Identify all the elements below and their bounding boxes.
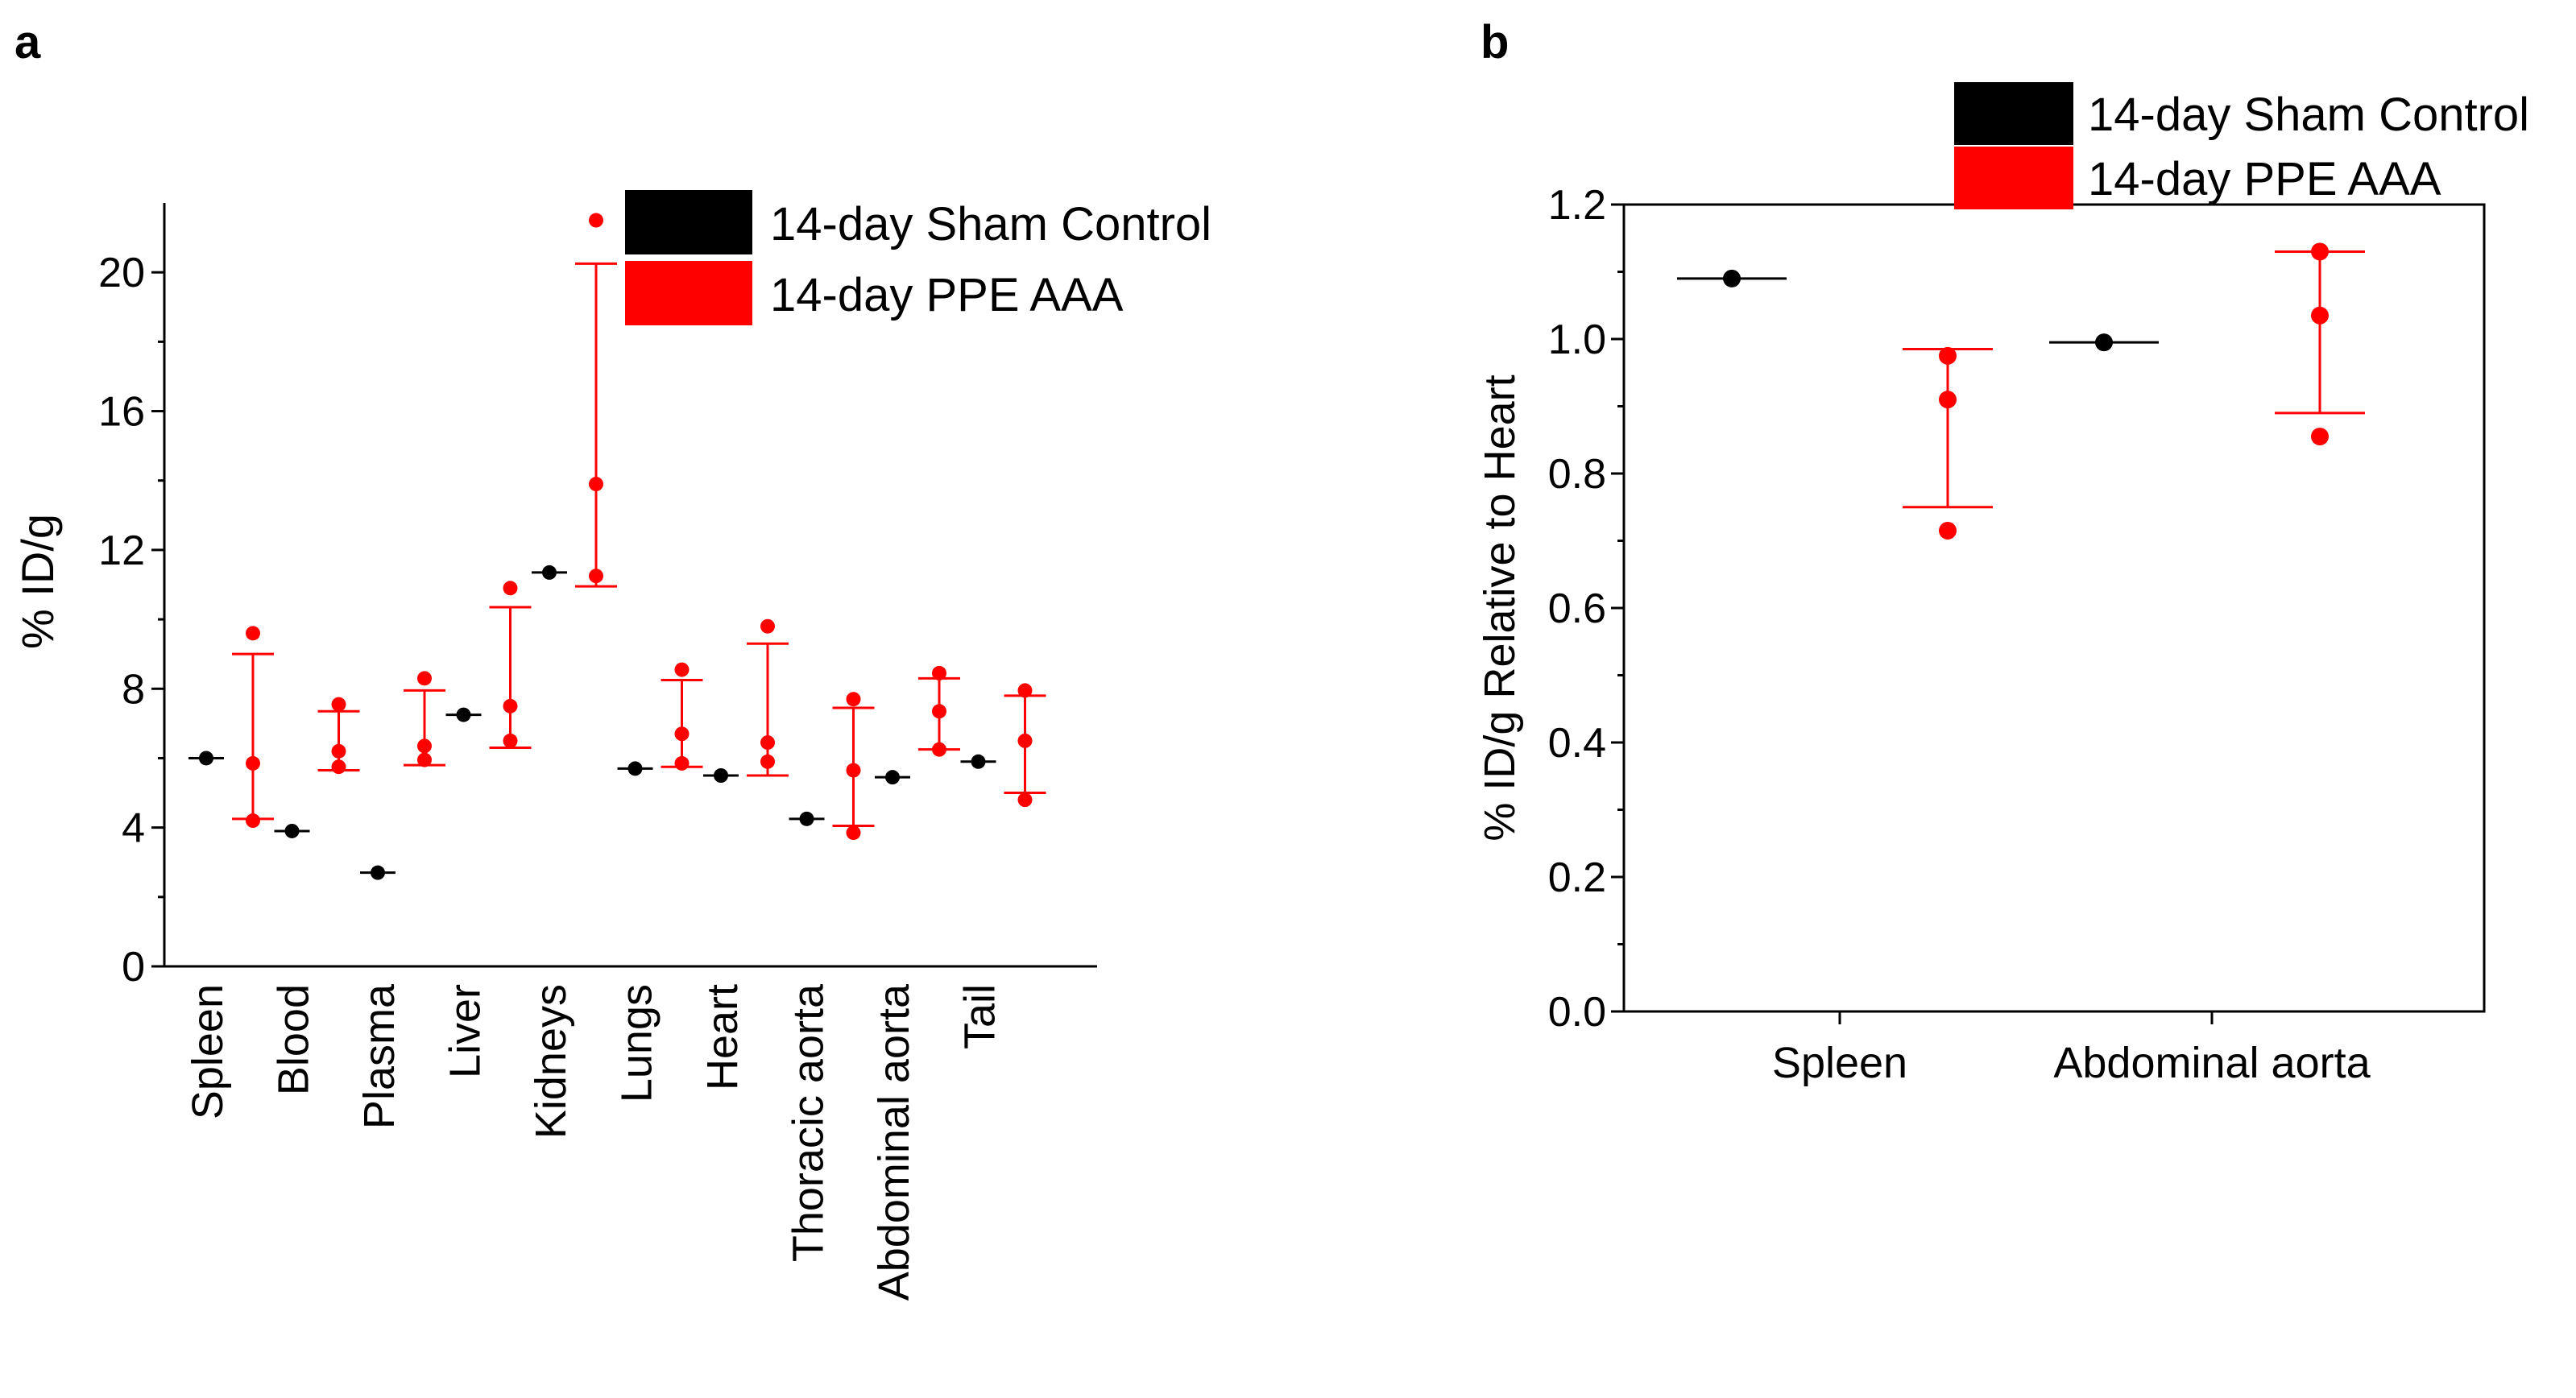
data-point xyxy=(1017,792,1033,808)
data-point xyxy=(417,671,432,686)
data-point xyxy=(246,755,260,771)
panel-a-legend-swatch-sham xyxy=(625,190,752,254)
data-point xyxy=(371,865,385,880)
x-tick-label: Spleen xyxy=(1772,1039,1907,1087)
data-point xyxy=(2095,333,2113,352)
y-tick-label: 20 xyxy=(98,250,145,296)
data-point xyxy=(846,692,861,707)
panel-b-legend: 14-day Sham Control 14-day PPE AAA xyxy=(1954,82,2529,209)
data-point xyxy=(2311,428,2329,446)
data-point xyxy=(760,735,775,751)
y-tick-label: 1.0 xyxy=(1548,316,1606,363)
data-point xyxy=(971,754,986,769)
data-point xyxy=(331,697,346,712)
y-tick-label: 0.6 xyxy=(1548,585,1606,632)
x-tick-label: Plasma xyxy=(355,983,404,1129)
panel-a-legend-label-sham: 14-day Sham Control xyxy=(770,198,1211,250)
x-tick-label: Thoracic aorta xyxy=(785,983,833,1262)
panel-a-legend-label-ppe: 14-day PPE AAA xyxy=(770,269,1124,321)
data-point xyxy=(1017,733,1033,748)
panel-b-x-ticks: Spleen Abdominal aorta xyxy=(1772,1011,2371,1087)
data-point xyxy=(932,704,946,719)
y-tick-label: 16 xyxy=(98,389,145,436)
y-tick-label: 0.8 xyxy=(1548,451,1606,498)
panel-b-label: b xyxy=(1481,16,1509,68)
data-point xyxy=(503,698,518,713)
panel-a-y-ticks: 0 4 8 12 16 20 xyxy=(98,250,164,991)
data-point xyxy=(846,763,861,778)
data-point xyxy=(760,754,775,769)
panel-a-x-ticks: Spleen Blood Plasma Liver Kidneys Lungs Heart T… xyxy=(184,983,1004,1301)
y-tick-label: 0 xyxy=(122,944,145,991)
data-point xyxy=(246,626,260,641)
x-tick-label: Lungs xyxy=(613,984,661,1102)
data-point xyxy=(846,825,861,841)
y-tick-label: 12 xyxy=(98,527,145,574)
data-point xyxy=(674,662,690,677)
data-point xyxy=(199,751,213,766)
y-tick-label: 8 xyxy=(122,666,145,713)
panel-a-chart: a 0 4 8 12 16 20 Spleen Blood Plasma Liver Kidney… xyxy=(12,16,1211,1301)
data-point xyxy=(1939,521,1957,540)
data-point xyxy=(2311,306,2329,325)
data-point xyxy=(589,477,603,492)
data-point xyxy=(417,738,432,754)
data-point xyxy=(542,565,557,580)
data-point xyxy=(503,733,518,748)
data-point xyxy=(1939,391,1957,409)
panel-b-legend-label-ppe: 14-day PPE AAA xyxy=(2088,153,2441,205)
panel-b-chart: b 0.0 0.2 0.4 0.6 0.8 1.0 1.2 Spleen Abdominal … xyxy=(1476,16,2529,1087)
panel-b-marks xyxy=(1677,242,2365,540)
data-point xyxy=(627,761,643,776)
data-point xyxy=(589,213,603,228)
data-point xyxy=(932,665,946,680)
x-tick-label: Tail xyxy=(956,984,1004,1049)
panel-b-y-axis-label: % ID/g Relative to Heart xyxy=(1476,374,1524,841)
y-tick-label: 0.4 xyxy=(1548,720,1606,767)
y-tick-label: 4 xyxy=(122,805,145,852)
panel-a-legend: 14-day Sham Control 14-day PPE AAA xyxy=(625,190,1211,325)
panel-b-legend-swatch-ppe xyxy=(1954,147,2073,209)
data-point xyxy=(674,755,690,771)
data-point xyxy=(417,752,432,767)
data-point xyxy=(2311,242,2329,261)
panel-b-legend-swatch-sham xyxy=(1954,82,2073,145)
data-point xyxy=(760,618,775,634)
x-tick-label: Kidneys xyxy=(527,984,575,1139)
data-point xyxy=(246,813,260,829)
data-point xyxy=(284,823,300,838)
x-tick-label: Heart xyxy=(698,984,747,1090)
data-point xyxy=(1939,346,1957,365)
panel-a-label: a xyxy=(14,16,41,68)
panel-a-y-axis-label: % ID/g xyxy=(12,514,63,649)
y-tick-label: 0.0 xyxy=(1548,989,1606,1036)
panel-a-marks xyxy=(188,213,1046,880)
panel-b-plot-frame xyxy=(1622,203,2486,1013)
y-tick-label: 0.2 xyxy=(1548,854,1606,901)
y-tick-label: 1.2 xyxy=(1548,182,1606,229)
data-point xyxy=(1017,683,1033,698)
data-point xyxy=(589,569,603,584)
data-point xyxy=(674,726,690,742)
data-point xyxy=(1723,269,1741,287)
data-point xyxy=(932,742,946,757)
panel-a-legend-swatch-ppe xyxy=(625,261,752,325)
data-point xyxy=(456,707,471,722)
data-point xyxy=(885,770,900,785)
x-tick-label: Abdominal aorta xyxy=(870,983,918,1301)
data-point xyxy=(714,768,728,783)
x-tick-label: Liver xyxy=(441,984,490,1078)
panel-b-y-ticks: 0.0 0.2 0.4 0.6 0.8 1.0 1.2 xyxy=(1548,182,1624,1036)
data-point xyxy=(331,759,346,775)
data-point xyxy=(331,743,346,759)
data-point xyxy=(799,811,814,826)
data-point xyxy=(503,581,518,596)
x-tick-label: Abdominal aorta xyxy=(2053,1039,2371,1087)
x-tick-label: Spleen xyxy=(184,984,232,1119)
panel-b-legend-label-sham: 14-day Sham Control xyxy=(2088,89,2529,141)
x-tick-label: Blood xyxy=(270,984,318,1095)
